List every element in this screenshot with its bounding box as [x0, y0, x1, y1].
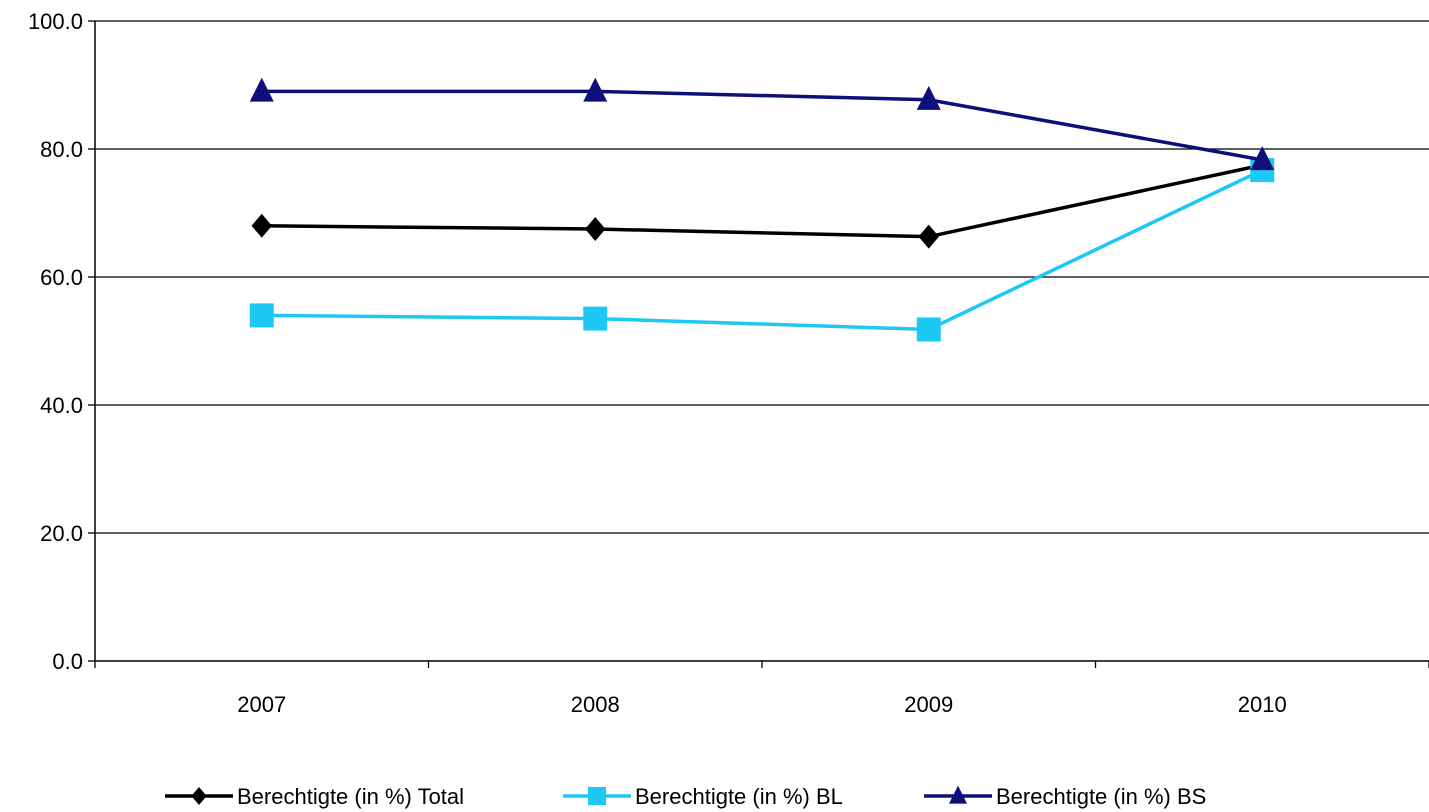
legend-label: Berechtigte (in %) BS	[996, 784, 1206, 809]
data-point-square	[916, 317, 941, 342]
legend-label: Berechtigte (in %) BL	[635, 784, 843, 809]
legend-item-2: Berechtigte (in %) BL	[563, 784, 843, 809]
x-tick-label-2010: 2010	[1238, 692, 1287, 717]
data-point-triangle	[249, 77, 274, 102]
series-2	[249, 158, 1275, 342]
x-tick-label-2009: 2009	[904, 692, 953, 717]
series-line	[261, 163, 1263, 239]
series-1	[251, 153, 1273, 249]
series-3	[249, 77, 1275, 171]
data-point-triangle	[583, 77, 608, 102]
data-point-diamond	[918, 224, 939, 249]
data-point-diamond	[585, 217, 606, 241]
y-tick-label: 60.0	[40, 265, 83, 290]
y-tick-labels: 0.0 20.0 40.0 60.0 80.0 100.0	[28, 9, 83, 674]
data-point-square	[583, 306, 608, 331]
y-tick-label: 0.0	[52, 649, 83, 674]
series-line	[261, 168, 1264, 332]
legend-marker-square	[588, 787, 606, 805]
y-tick-label: 100.0	[28, 9, 83, 34]
legend-label: Berechtigte (in %) Total	[237, 784, 464, 809]
legend-marker-diamond	[191, 787, 207, 805]
x-tick-label-2007: 2007	[237, 692, 286, 717]
x-tick-label-2008: 2008	[571, 692, 620, 717]
data-point-triangle	[1250, 146, 1275, 171]
x-tick-labels: 2007 2008 2009 2010	[237, 692, 1286, 717]
data-point-triangle	[916, 85, 941, 110]
y-tick-label: 80.0	[40, 137, 83, 162]
data-point-square	[249, 303, 274, 328]
legend-item-3: Berechtigte (in %) BS	[924, 784, 1206, 809]
grid-lines	[95, 20, 1429, 534]
y-tick-label: 20.0	[40, 521, 83, 546]
y-tick-label: 40.0	[40, 393, 83, 418]
legend-item-1: Berechtigte (in %) Total	[165, 784, 464, 809]
series-group	[249, 77, 1275, 342]
series-line	[261, 89, 1263, 162]
axes	[88, 20, 1429, 668]
legend-marker-triangle	[949, 785, 967, 804]
legend: Berechtigte (in %) Total Berechtigte (in …	[165, 784, 1206, 809]
data-point-diamond	[251, 213, 272, 238]
